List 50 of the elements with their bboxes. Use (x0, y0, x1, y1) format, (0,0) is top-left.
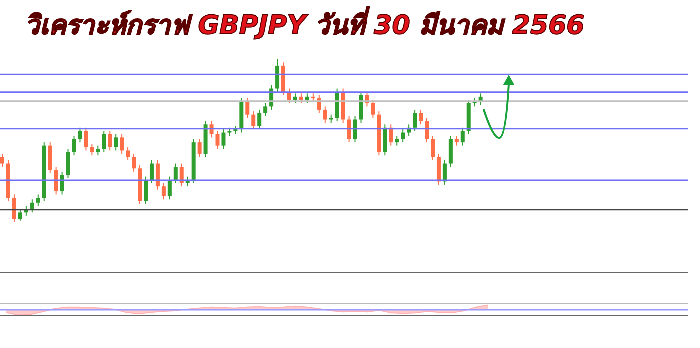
candlestick (18, 208, 22, 222)
candlestick (180, 163, 184, 188)
candlestick (78, 127, 82, 144)
candlestick (353, 116, 358, 144)
candlestick (430, 136, 435, 161)
candlestick (258, 109, 262, 130)
candlestick (264, 102, 268, 117)
candlestick (413, 109, 418, 132)
candlestick (72, 136, 76, 156)
candlestick (174, 163, 178, 184)
candlestick (114, 134, 118, 152)
candlestick (460, 127, 465, 146)
candlestick (90, 144, 94, 156)
candlestick (395, 136, 400, 146)
candlestick (156, 160, 160, 190)
candlestick (276, 58, 280, 93)
candlestick (36, 194, 40, 207)
candlestick (120, 134, 124, 154)
candlestick (126, 146, 130, 161)
candlestick (419, 109, 424, 126)
candlestick (30, 199, 34, 214)
candlestick (371, 100, 376, 119)
candlestick (168, 176, 172, 200)
candlestick (401, 129, 406, 144)
candlestick (323, 106, 328, 124)
candlestick (108, 130, 112, 152)
candlestick (0, 153, 4, 168)
candlestick (144, 176, 148, 206)
candlestick (246, 98, 250, 119)
candlestick (150, 160, 154, 184)
candlestick (162, 182, 166, 200)
candlestick (252, 111, 256, 130)
candlestick (293, 93, 298, 104)
candlestick (54, 166, 58, 196)
candlestick (305, 93, 310, 104)
candlestick (12, 194, 16, 223)
candlestick (347, 116, 352, 144)
candlestick (96, 145, 100, 156)
candlestick (84, 127, 88, 152)
candlestick (132, 153, 136, 172)
chart-title: วิเคราะห์กราฟ GBPJPY วันที่ 30 มีนาคม 2566 (24, 6, 586, 43)
candlestick (60, 171, 64, 196)
candlestick (66, 148, 70, 179)
candlestick (299, 93, 304, 104)
candlestick (198, 138, 202, 158)
candlestick (425, 118, 430, 144)
candlestick (216, 130, 220, 150)
candlestick (222, 129, 226, 150)
candlestick (102, 130, 106, 153)
candlestick (454, 136, 459, 146)
